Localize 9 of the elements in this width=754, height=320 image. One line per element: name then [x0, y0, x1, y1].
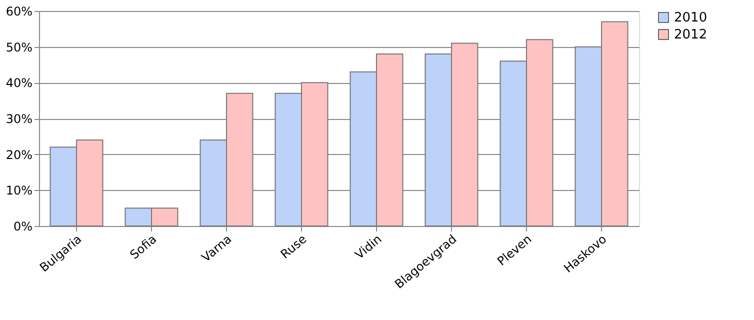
y-tick-label: 40%: [6, 76, 32, 90]
y-tick-label: 50%: [6, 40, 32, 54]
y-tick-label: 0%: [13, 220, 32, 234]
y-tick-label: 10%: [6, 184, 32, 198]
legend-label: 2010: [674, 10, 708, 26]
y-tick-label: 20%: [6, 148, 32, 162]
y-tick-label: 30%: [6, 112, 32, 126]
y-tick-label: 60%: [6, 4, 32, 18]
legend-label: 2012: [674, 28, 708, 42]
